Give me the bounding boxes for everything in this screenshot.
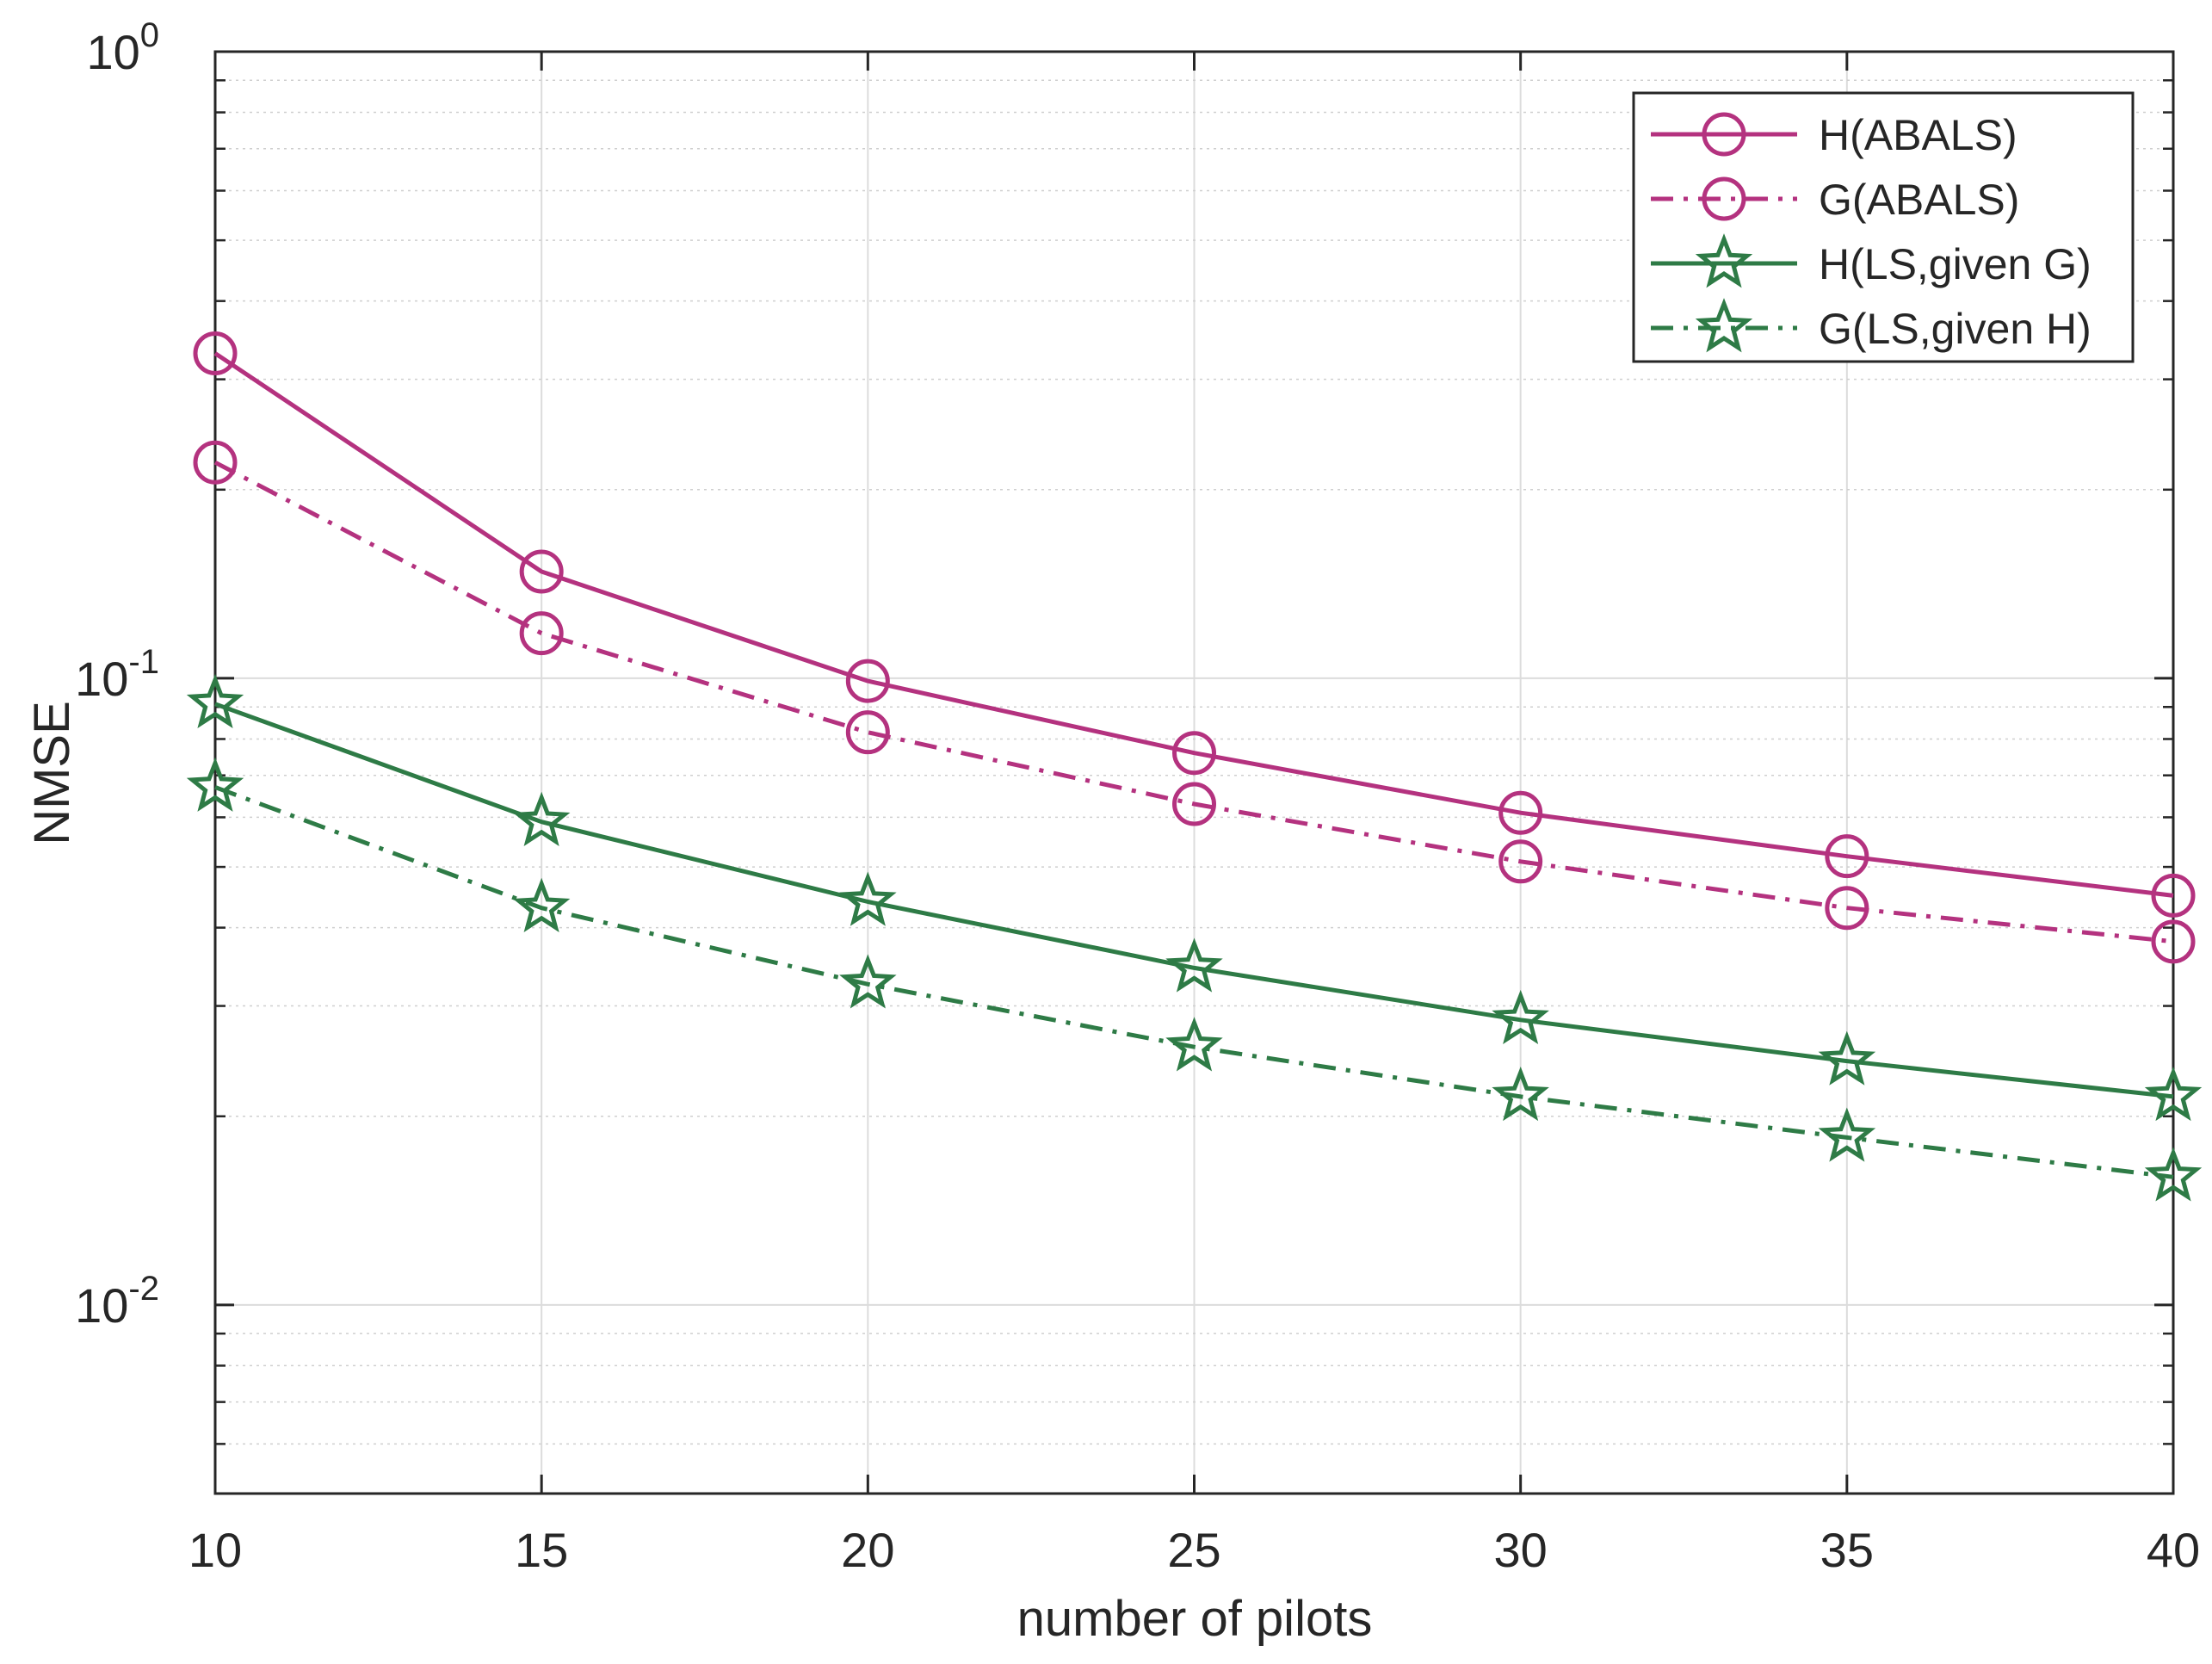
data-point <box>1165 1017 1223 1072</box>
legend-label: H(ABALS) <box>1819 111 2017 159</box>
data-point <box>1172 731 1216 776</box>
series-line <box>214 785 2174 1179</box>
data-point <box>2144 1147 2203 1202</box>
series-line <box>213 460 2174 944</box>
y-tick-exponent: -1 <box>128 643 159 681</box>
y-tick-label: 100 <box>86 16 159 79</box>
series-1 <box>193 440 2196 964</box>
data-point <box>519 549 564 594</box>
series-0 <box>193 331 2196 918</box>
data-point <box>1492 989 1549 1045</box>
x-tick-label: 35 <box>1820 1523 1874 1577</box>
y-tick-label: 10-2 <box>75 1270 159 1333</box>
legend-label: G(ABALS) <box>1819 176 2019 224</box>
data-point <box>186 673 244 729</box>
legend-box <box>1632 91 2135 363</box>
data-point <box>2151 919 2196 964</box>
data-point <box>512 791 571 847</box>
legend-marker <box>1695 233 1753 288</box>
legend-label: H(LS,given G) <box>1819 240 2092 288</box>
data-point <box>1172 782 1216 826</box>
x-tick-label: 20 <box>841 1523 894 1577</box>
x-tick-label: 10 <box>188 1523 242 1577</box>
series-line <box>213 351 2174 898</box>
data-point <box>193 440 238 485</box>
legend-marker <box>1695 298 1753 353</box>
data-point <box>512 877 571 933</box>
data-point <box>839 954 897 1009</box>
data-point <box>1498 839 1543 884</box>
series-group <box>186 331 2203 1202</box>
series-line <box>214 702 2174 1099</box>
y-tick-base: 10 <box>75 1278 128 1333</box>
data-point <box>1165 937 1223 993</box>
legend: H(ABALS) G(ABALS) H(LS,given G) G(LS,given … <box>1632 91 2135 363</box>
data-point <box>1818 1030 1876 1086</box>
x-tick-label: 25 <box>1167 1523 1220 1577</box>
data-point <box>839 871 897 926</box>
data-point <box>1825 886 1869 931</box>
data-point <box>2144 1066 2203 1122</box>
x-tick-label: 15 <box>515 1523 568 1577</box>
y-axis-title: NMSE <box>24 701 80 845</box>
y-tick-base: 10 <box>75 652 128 706</box>
x-tick-label: 40 <box>2147 1523 2200 1577</box>
y-tick-exponent: -2 <box>128 1270 159 1308</box>
data-point <box>845 659 890 703</box>
data-point <box>845 710 890 755</box>
data-point <box>186 757 244 812</box>
series-3 <box>186 757 2203 1202</box>
data-point <box>1818 1107 1876 1162</box>
data-point <box>1498 790 1543 835</box>
x-axis-title: number of pilots <box>1017 1591 1373 1647</box>
y-tick-exponent: 0 <box>140 16 159 54</box>
y-tick-label: 10-1 <box>75 643 159 706</box>
x-tick-label: 30 <box>1494 1523 1548 1577</box>
data-point <box>519 611 564 656</box>
data-point <box>2151 873 2196 918</box>
legend-marker <box>1702 176 1746 221</box>
series-2 <box>186 673 2203 1122</box>
legend-label: G(LS,given H) <box>1819 305 2092 353</box>
data-point <box>1492 1066 1549 1122</box>
data-point <box>193 331 238 375</box>
legend-marker <box>1702 112 1746 157</box>
y-tick-base: 10 <box>86 25 139 79</box>
data-point <box>1825 834 1869 879</box>
